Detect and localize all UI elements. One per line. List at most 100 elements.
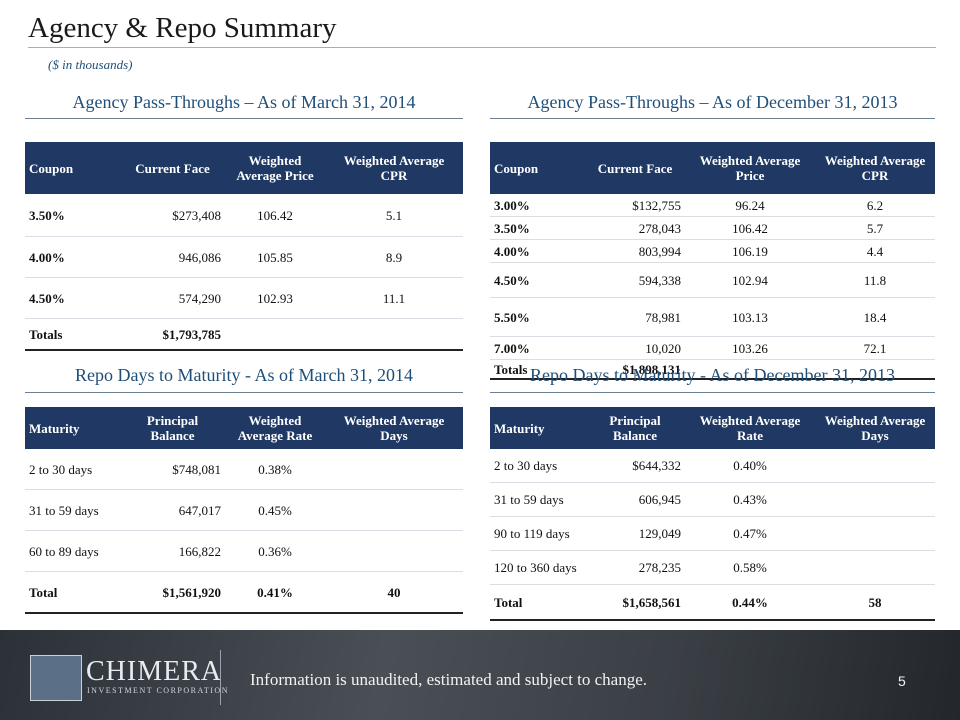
table-cell: $1,793,785 <box>162 326 222 342</box>
section-rule <box>490 118 935 119</box>
table-cell: 11.8 <box>863 272 887 288</box>
data-table: Maturity Principal Balance Weighted Averag… <box>490 407 935 621</box>
table-cell: 96.24 <box>735 197 765 213</box>
table-cell: 106.42 <box>257 207 293 223</box>
table-cell: Total <box>29 584 58 600</box>
table-cell: 90 to 119 days <box>494 526 570 541</box>
header-cell: Coupon <box>494 160 539 176</box>
logo-emblem <box>30 655 82 701</box>
table-cell: $273,408 <box>172 207 221 223</box>
total-row: Total $1,561,920 0.41% 40 <box>25 572 463 614</box>
table-header: Coupon Current Face Weighted Average Price… <box>490 142 935 194</box>
table-cell: 103.13 <box>732 309 768 325</box>
data-table: Maturity Principal Balance Weighted Averag… <box>25 407 463 614</box>
table-cell: 606,945 <box>638 492 681 507</box>
table-row: 7.00% 10,020 103.26 72.1 <box>490 337 935 360</box>
table-cell: 0.43% <box>733 492 767 507</box>
table-cell: 102.93 <box>257 290 293 306</box>
table-row: 3.50% $273,408 106.42 5.1 <box>25 194 463 237</box>
table-cell: 166,822 <box>178 543 221 559</box>
table-cell: 78,981 <box>645 309 681 325</box>
table-cell: 40 <box>387 584 401 600</box>
data-table: Coupon Current Face Weighted Average Price… <box>490 142 935 380</box>
logo-separator <box>220 650 221 705</box>
table-row: 5.50% 78,981 103.13 18.4 <box>490 298 935 337</box>
total-row: Totals $1,793,785 <box>25 319 463 351</box>
header-cell: Maturity <box>29 420 80 436</box>
table-cell: 5.50% <box>494 309 530 325</box>
table-row: 31 to 59 days 647,017 0.45% <box>25 490 463 531</box>
table-cell: 803,994 <box>638 243 681 259</box>
table-row: 3.50% 278,043 106.42 5.7 <box>490 217 935 240</box>
table-cell: 4.00% <box>494 243 530 259</box>
footer-note: Information is unaudited, estimated and … <box>250 670 648 689</box>
table-cell: 3.50% <box>494 220 530 236</box>
table-cell: 0.45% <box>258 502 292 518</box>
table-cell: 6.2 <box>866 197 884 213</box>
table-row: 90 to 119 days 129,049 0.47% <box>490 517 935 551</box>
header-cell: Weighted Average Days <box>824 413 926 443</box>
table-cell: Totals <box>29 326 63 342</box>
table-row: 2 to 30 days $748,081 0.38% <box>25 449 463 490</box>
table-cell: 8.9 <box>385 249 403 265</box>
table-cell: 4.50% <box>494 272 530 288</box>
total-row: Totals $1,898,131 <box>490 360 935 380</box>
table-row: 31 to 59 days 606,945 0.43% <box>490 483 935 517</box>
table-row: 4.00% 803,994 106.19 4.4 <box>490 240 935 263</box>
table-cell: 4.00% <box>29 249 65 265</box>
table-row: 3.00% $132,755 96.24 6.2 <box>490 194 935 217</box>
subtitle: ($ in thousands) <box>48 57 133 72</box>
header-cell: Weighted Average CPR <box>824 153 926 183</box>
header-cell: Current Face <box>597 160 673 176</box>
table-cell: 31 to 59 days <box>29 502 99 518</box>
table-cell: $644,332 <box>632 458 681 473</box>
table-cell: 106.19 <box>732 243 768 259</box>
table-header: Coupon Current Face Weighted Average Price… <box>25 142 463 194</box>
header-cell: Weighted Average Rate <box>699 413 801 443</box>
table-cell: 0.58% <box>733 560 767 575</box>
table-cell: 278,235 <box>638 560 681 575</box>
logo-subtitle: INVESTMENT CORPORATION <box>87 686 229 695</box>
table-cell: 10,020 <box>645 340 681 356</box>
table-cell: 3.00% <box>494 197 530 213</box>
header-cell: Weighted Average Rate <box>237 413 313 443</box>
section-rule <box>25 118 463 119</box>
header-cell: Maturity <box>494 420 545 436</box>
table-cell: 72.1 <box>863 340 887 356</box>
table-row: 2 to 30 days $644,332 0.40% <box>490 449 935 483</box>
table-cell: $748,081 <box>172 461 221 477</box>
page-number: 5 <box>898 673 906 689</box>
header-cell: Weighted Average CPR <box>343 153 445 183</box>
table-cell: 5.7 <box>866 220 884 236</box>
footer-band <box>0 630 960 720</box>
table-cell: 11.1 <box>382 290 406 306</box>
table-header: Maturity Principal Balance Weighted Averag… <box>25 407 463 449</box>
table-cell: 0.40% <box>733 458 767 473</box>
table-header: Maturity Principal Balance Weighted Averag… <box>490 407 935 449</box>
slide-title: Agency & Repo Summary <box>28 12 337 44</box>
data-table: Coupon Current Face Weighted Average Price… <box>25 142 463 351</box>
table-cell: 31 to 59 days <box>494 492 564 507</box>
table-row: 4.50% 594,338 102.94 11.8 <box>490 263 935 298</box>
table-cell: 129,049 <box>638 526 681 541</box>
table-cell: 106.42 <box>732 220 768 236</box>
table-row: 120 to 360 days 278,235 0.58% <box>490 551 935 585</box>
table-cell: Total <box>494 594 523 610</box>
table-cell: 3.50% <box>29 207 65 223</box>
section-title: Agency Pass-Throughs – As of March 31, 2… <box>72 92 416 112</box>
table-cell: 102.94 <box>732 272 768 288</box>
table-cell: 647,017 <box>178 502 221 518</box>
title-rule <box>28 47 936 48</box>
table-cell: 946,086 <box>178 249 221 265</box>
table-cell: 0.38% <box>258 461 292 477</box>
total-row: Total $1,658,561 0.44% 58 <box>490 585 935 621</box>
table-cell: 2 to 30 days <box>29 461 93 477</box>
table-cell: 594,338 <box>638 272 681 288</box>
section-title: Repo Days to Maturity - As of March 31, … <box>75 365 413 385</box>
table-cell: $1,561,920 <box>162 584 222 600</box>
table-cell: 7.00% <box>494 340 530 356</box>
table-cell: 0.41% <box>257 584 293 600</box>
table-cell: 103.26 <box>732 340 768 356</box>
header-cell: Coupon <box>29 160 74 176</box>
